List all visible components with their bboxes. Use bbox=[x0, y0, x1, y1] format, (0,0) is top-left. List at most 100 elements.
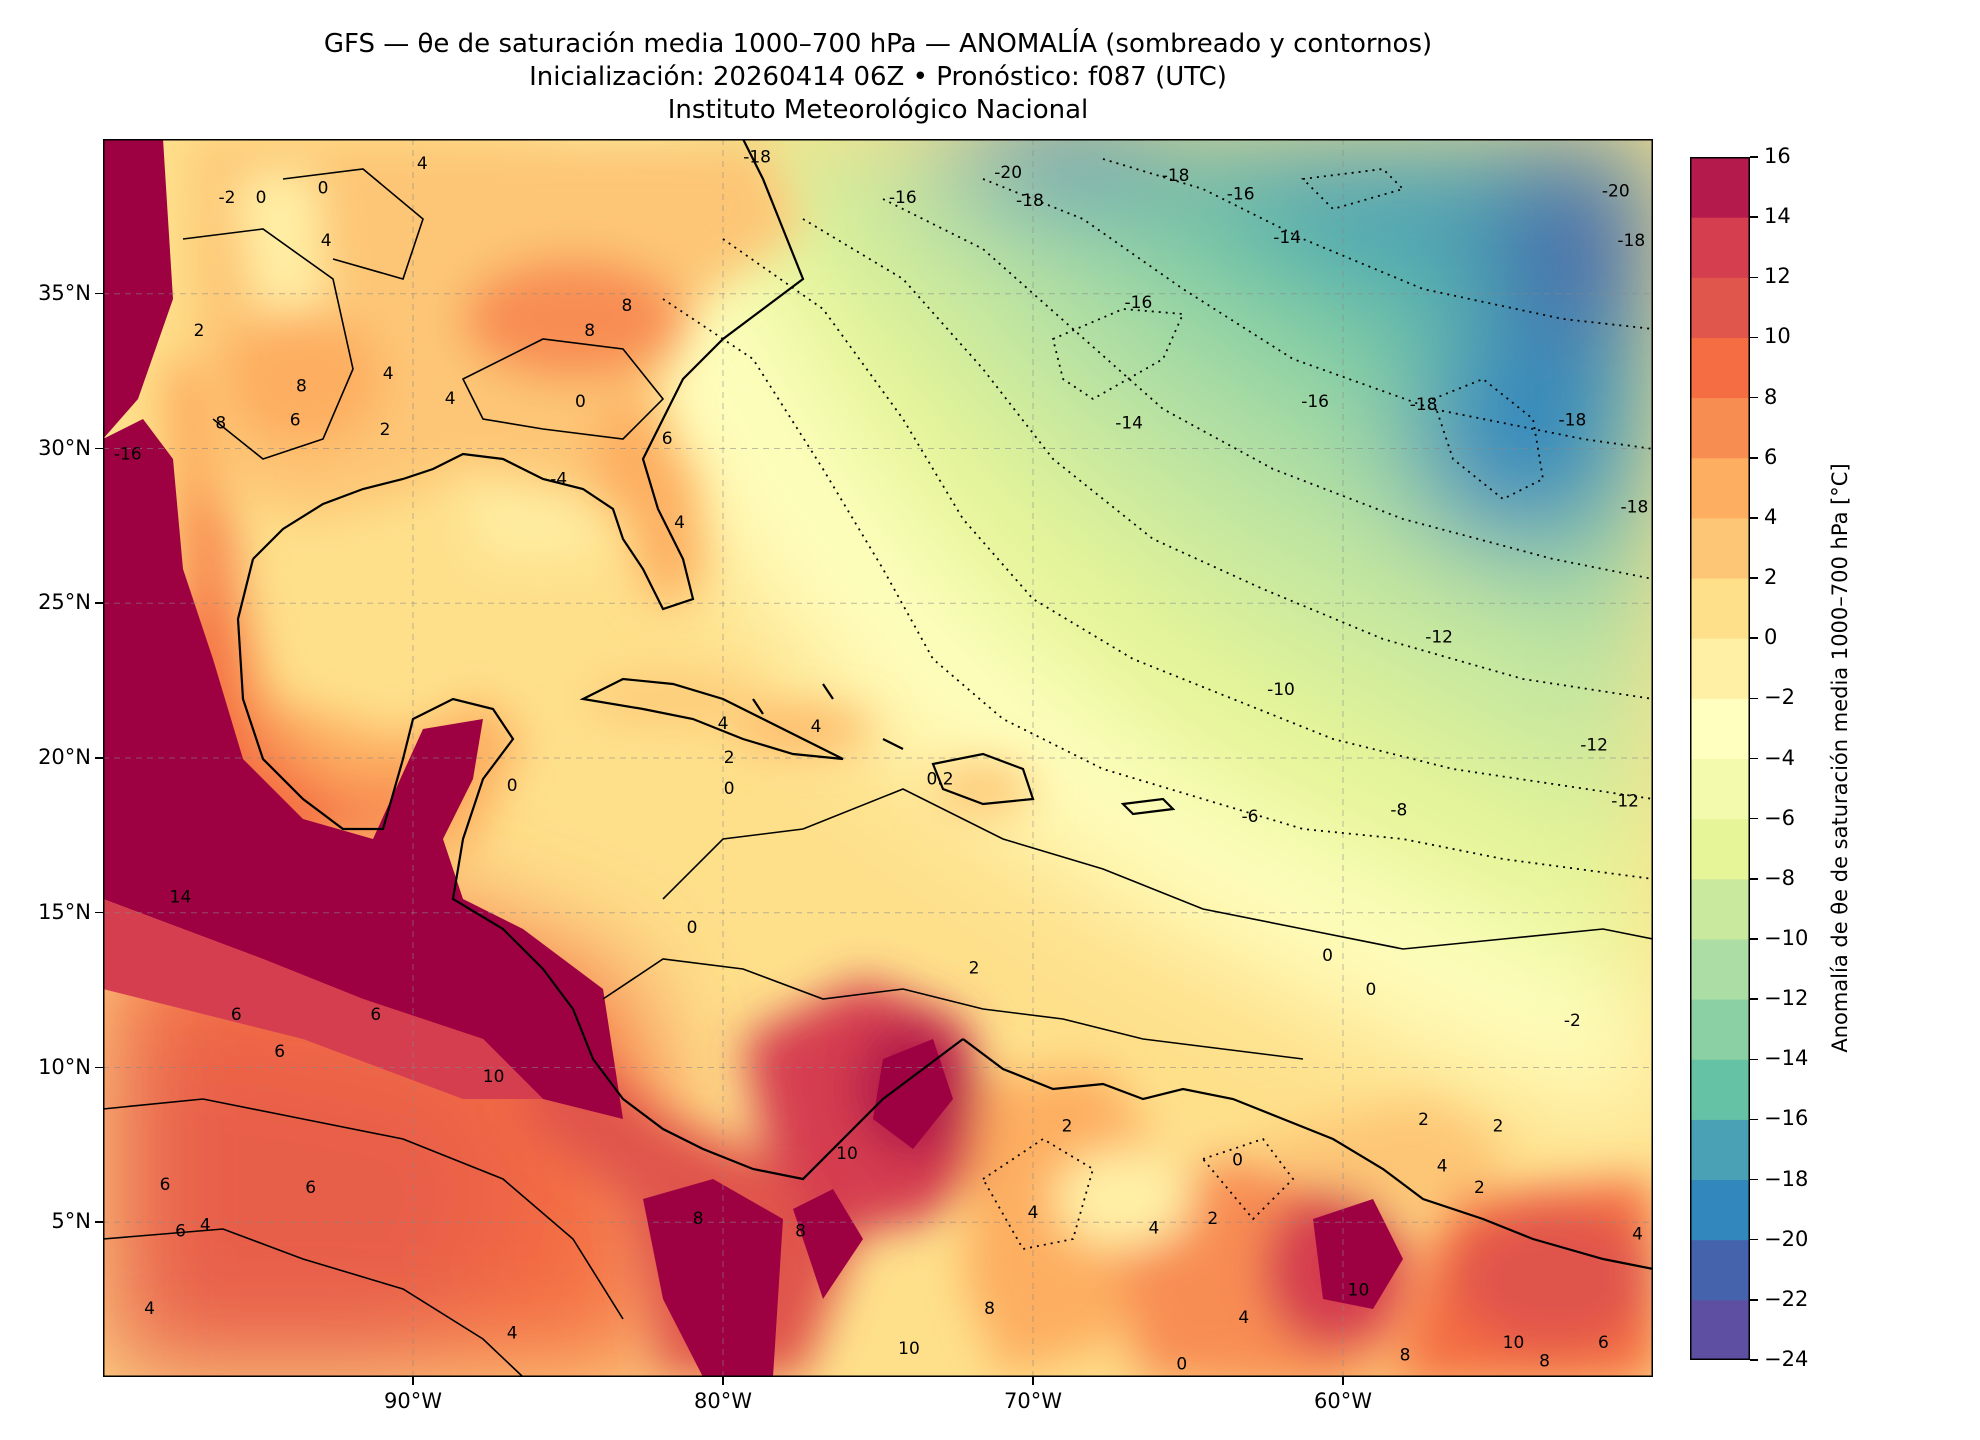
colorbar-tick bbox=[1750, 1058, 1758, 1060]
contour-label: 10 bbox=[898, 1339, 920, 1359]
contour-label: 6 bbox=[370, 1005, 381, 1025]
title-line-3: Instituto Meteorológico Nacional bbox=[667, 95, 1089, 125]
colorbar-tick bbox=[1750, 517, 1758, 519]
contour-label: 4 bbox=[1148, 1218, 1159, 1238]
contour-label: 0 bbox=[724, 779, 735, 799]
contour-label: -18 bbox=[1621, 497, 1649, 517]
contour-label: -20 bbox=[1602, 182, 1630, 202]
lon-tick-label: 90°W bbox=[384, 1389, 442, 1413]
lon-tick bbox=[412, 1377, 414, 1385]
colorbar-swatch bbox=[1690, 698, 1750, 759]
contour-label: 6 bbox=[290, 411, 301, 431]
contour-label: 10 bbox=[836, 1144, 858, 1164]
contour-label: -18 bbox=[743, 148, 771, 168]
lat-tick bbox=[95, 1221, 103, 1223]
contour-label: 0 bbox=[1365, 980, 1376, 1000]
map-panel: -18 -16 -20 -18 -18 -16 -14 -16 -16 -18 -18 -14 -20-… bbox=[103, 139, 1653, 1377]
contour-label: 0 bbox=[318, 179, 329, 199]
contour-label: 4 bbox=[507, 1324, 518, 1344]
contour-label: 0 bbox=[507, 776, 518, 796]
contour-label: 8 bbox=[693, 1209, 704, 1229]
colorbar-swatch bbox=[1690, 1119, 1750, 1181]
contour-label: 4 bbox=[1437, 1157, 1448, 1177]
contour-label: 2 bbox=[969, 958, 980, 978]
contour-label: 0 bbox=[256, 188, 267, 208]
contour-label: -12 bbox=[1611, 791, 1639, 811]
colorbar-tick-label: 2 bbox=[1764, 565, 1778, 590]
contour-label: 10 bbox=[1503, 1333, 1525, 1353]
colorbar-tick-label: −10 bbox=[1764, 925, 1809, 950]
colorbar-tick bbox=[1750, 1178, 1758, 1181]
colorbar-tick-label: 12 bbox=[1764, 264, 1791, 289]
contour-label: -18 bbox=[1410, 395, 1438, 415]
contour-label: 2 bbox=[1207, 1209, 1218, 1229]
colorbar-swatch bbox=[1690, 1059, 1750, 1120]
anomaly-shading bbox=[103, 139, 1653, 1377]
contour-label: -4 bbox=[550, 469, 567, 489]
contour-labels: -18-16-20-18-18-16-14-16-16 -18-18-14-20-… bbox=[114, 148, 1648, 1375]
lat-tick-label: 5°N bbox=[51, 1209, 91, 1234]
colorbar-tick bbox=[1750, 216, 1758, 218]
colorbar-tick bbox=[1750, 577, 1758, 579]
colorbar-swatch bbox=[1690, 397, 1750, 459]
colorbar-swatch bbox=[1690, 938, 1750, 1000]
contour-label: 8 bbox=[584, 321, 595, 341]
colorbar-tick bbox=[1750, 1238, 1758, 1241]
contour-label: -18 bbox=[1016, 191, 1044, 211]
lat-tick bbox=[95, 757, 103, 759]
contour-label: 4 bbox=[811, 717, 822, 737]
colorbar-tick-label: −18 bbox=[1764, 1166, 1809, 1191]
contour-label: -18 bbox=[1162, 166, 1190, 186]
lat-tick-label: 35°N bbox=[38, 280, 91, 305]
contour-label: 8 bbox=[215, 414, 226, 434]
colorbar-tick bbox=[1750, 396, 1758, 399]
coastlines bbox=[236, 139, 1653, 1271]
colorbar-tick-label: −4 bbox=[1764, 745, 1795, 770]
lat-tick-label: 20°N bbox=[38, 745, 91, 769]
contour-label: -2 bbox=[1564, 1011, 1581, 1031]
contour-label: 8 bbox=[296, 377, 307, 397]
colorbar-tick bbox=[1750, 998, 1758, 1000]
lat-tick bbox=[95, 602, 103, 604]
map-title: GFS — θe de saturación media 1000–700 hP… bbox=[103, 28, 1653, 127]
contour-label: 8 bbox=[621, 296, 632, 316]
map-border bbox=[103, 139, 1653, 1377]
contour-label: 6 bbox=[274, 1042, 285, 1062]
gridlines bbox=[103, 139, 1653, 1377]
colorbar-tick bbox=[1750, 1299, 1758, 1301]
contour-label: 2 bbox=[1474, 1178, 1485, 1198]
contour-label: 6 bbox=[305, 1178, 316, 1198]
contour-lines-dotted bbox=[662, 158, 1653, 1251]
colorbar-swatch bbox=[1690, 217, 1750, 278]
contour-label: 4 bbox=[321, 231, 332, 251]
colorbar-border bbox=[1690, 157, 1750, 1360]
lat-tick bbox=[95, 447, 103, 449]
contour-label: 4 bbox=[144, 1299, 155, 1319]
contour-label: 0 bbox=[1322, 946, 1333, 966]
colorbar-swatch bbox=[1690, 818, 1750, 880]
contour-label: 0 bbox=[575, 392, 586, 412]
colorbar-tick-label: −12 bbox=[1764, 986, 1809, 1011]
contour-lines bbox=[103, 168, 1653, 1377]
contour-label: 8 bbox=[795, 1222, 806, 1242]
contour-label: 4 bbox=[417, 154, 428, 174]
colorbar-tick-label: 4 bbox=[1764, 504, 1778, 529]
lat-tick-label: 10°N bbox=[38, 1054, 91, 1079]
colorbar-tick bbox=[1750, 637, 1758, 639]
contour-label: 0.2 bbox=[926, 770, 953, 790]
colorbar-label: Anomalía de θe de saturación media 1000–… bbox=[1828, 463, 1852, 1053]
lon-tick-label: 80°W bbox=[694, 1389, 752, 1413]
contour-label: -16 bbox=[1227, 185, 1255, 205]
colorbar-tick bbox=[1750, 276, 1758, 279]
lat-tick-label: 30°N bbox=[38, 435, 91, 460]
colorbar-tick-label: −24 bbox=[1764, 1347, 1809, 1371]
colorbar-tick-label: −14 bbox=[1764, 1046, 1809, 1071]
contour-label: 0 bbox=[687, 918, 698, 938]
contour-label: 10 bbox=[1348, 1280, 1370, 1300]
contour-label: -16 bbox=[114, 445, 142, 465]
colorbar-swatch bbox=[1690, 999, 1750, 1060]
lat-tick bbox=[95, 911, 103, 914]
contour-label: 8 bbox=[1400, 1345, 1411, 1365]
contour-label: -16 bbox=[1125, 293, 1153, 313]
colorbar-tick-label: 0 bbox=[1764, 625, 1778, 650]
